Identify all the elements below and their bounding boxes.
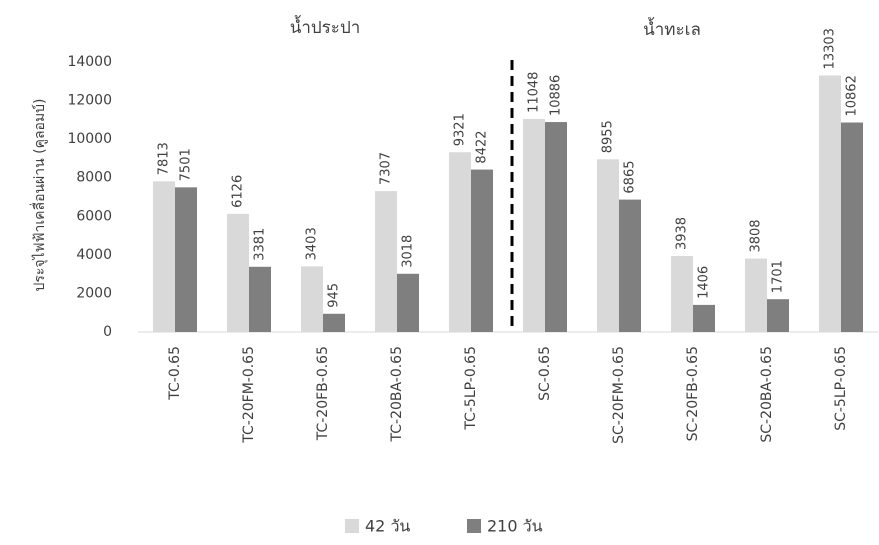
value-label: 6865: [623, 161, 638, 194]
bar: [523, 118, 545, 332]
y-tick-label: 0: [103, 324, 112, 340]
bar: [745, 258, 767, 332]
value-label: 9321: [453, 113, 468, 146]
value-label: 3403: [305, 227, 320, 260]
value-label: 8422: [475, 130, 490, 163]
bar: [449, 152, 471, 332]
y-tick-label: 4000: [76, 247, 112, 263]
bar: [227, 213, 249, 332]
bar: [597, 159, 619, 332]
bar: [153, 181, 175, 332]
legend-swatch: [345, 519, 359, 533]
bar: [841, 122, 863, 332]
x-tick-label: TC-0.65: [167, 346, 183, 401]
bar: [301, 266, 323, 332]
y-axis-title: ประจุไฟฟ้าเคลื่อนผ่าน (คูลอมบ์): [30, 98, 48, 291]
annotation: น้ำประปา: [290, 15, 361, 38]
y-tick-label: 8000: [76, 170, 112, 186]
x-tick-label: TC-20FM-0.65: [241, 346, 257, 444]
x-tick-label: TC-5LP-0.65: [463, 346, 479, 431]
value-label: 10862: [845, 75, 860, 116]
bar: [545, 122, 567, 332]
value-label: 7813: [157, 142, 172, 175]
y-tick-label: 6000: [76, 208, 112, 224]
bar: [249, 266, 271, 332]
bar: [375, 191, 397, 332]
x-tick-label: SC-20FB-0.65: [685, 346, 701, 441]
legend-label: 42 วัน: [365, 517, 410, 536]
value-label: 1406: [697, 266, 712, 299]
x-tick-label: SC-5LP-0.65: [833, 346, 849, 431]
bar: [693, 304, 715, 332]
value-label: 945: [327, 283, 342, 308]
bar: [767, 299, 789, 332]
value-label: 6126: [231, 175, 246, 208]
y-tick-label: 12000: [67, 93, 112, 109]
bar: [323, 313, 345, 332]
x-tick-label: TC-20BA-0.65: [389, 346, 405, 442]
value-label: 3018: [401, 235, 416, 268]
x-tick-label: SC-0.65: [537, 346, 553, 401]
bar: [471, 169, 493, 332]
legend-label: 210 วัน: [487, 517, 543, 536]
value-label: 10886: [549, 75, 564, 116]
bar: [619, 199, 641, 332]
value-label: 3381: [253, 228, 268, 261]
annotation: น้ำทะเล: [643, 17, 701, 40]
value-label: 3808: [749, 219, 764, 252]
y-tick-label: 2000: [76, 285, 112, 301]
x-tick-label: SC-20FM-0.65: [611, 346, 627, 444]
value-label: 1701: [771, 260, 786, 293]
value-label: 3938: [675, 217, 690, 250]
value-label: 8955: [601, 120, 616, 153]
bar: [671, 256, 693, 332]
y-tick-label: 14000: [67, 54, 112, 70]
x-tick-label: TC-20FB-0.65: [315, 346, 331, 441]
bar: [175, 187, 197, 332]
bar: [819, 75, 841, 333]
value-label: 7501: [179, 148, 194, 181]
value-label: 11048: [527, 72, 542, 113]
y-tick-label: 10000: [67, 131, 112, 147]
value-label: 13303: [823, 28, 838, 69]
legend-swatch: [467, 519, 481, 533]
x-tick-label: SC-20BA-0.65: [759, 346, 775, 443]
value-label: 7307: [379, 152, 394, 185]
bar: [397, 273, 419, 332]
